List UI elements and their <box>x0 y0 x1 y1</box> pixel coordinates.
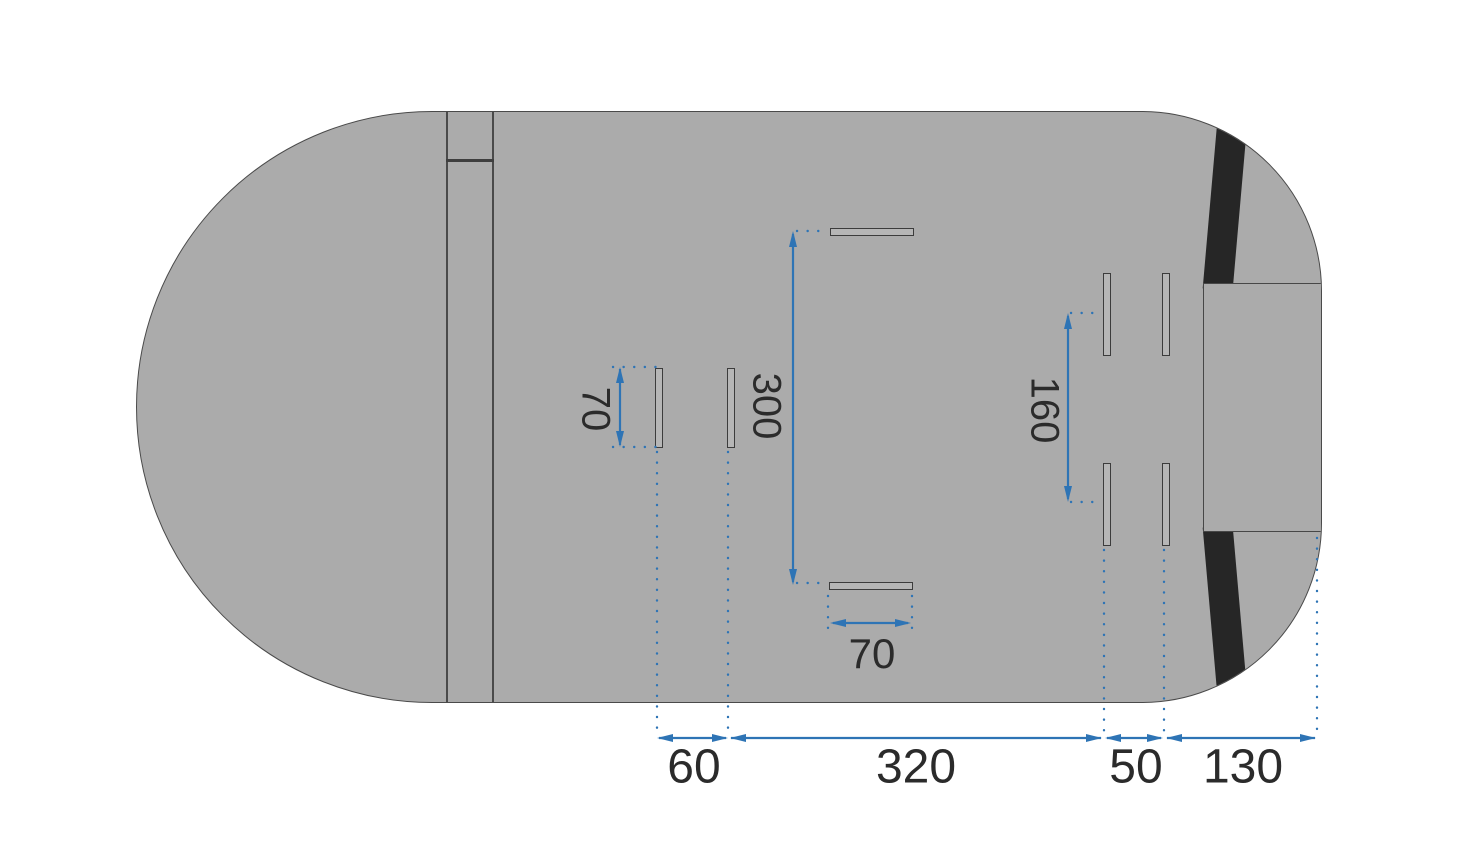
slot-right-bottom-1 <box>1103 463 1111 546</box>
black-stripe-bottom <box>1202 525 1250 702</box>
mounting-pad-rect <box>1203 283 1321 532</box>
slot-right-bottom-2 <box>1162 463 1170 546</box>
board-outline <box>136 111 1322 703</box>
dim-label-bottom-slot-length: 70 <box>848 630 896 677</box>
dim-label-right-pair-gap: 50 <box>1109 740 1163 794</box>
dim-label-right-slots-spacing: 160 <box>1022 376 1067 444</box>
dim-label-right-pair-to-edge: 130 <box>1202 740 1284 794</box>
dim-label-left-pair-gap: 60 <box>667 740 721 794</box>
dim-label-left-to-right-span: 320 <box>875 740 957 794</box>
slot-right-top-1 <box>1103 273 1111 356</box>
strip-line-left <box>446 112 448 702</box>
slot-left-1 <box>655 368 663 448</box>
slot-left-2 <box>727 368 735 448</box>
dim-label-left-slot-height: 70 <box>573 386 618 432</box>
slot-top-horizontal <box>830 228 914 236</box>
strip-notch-line <box>446 159 494 162</box>
strip-line-right <box>492 112 494 702</box>
black-stripe-top <box>1202 112 1250 291</box>
slot-bottom-horizontal <box>829 582 913 590</box>
slot-right-top-2 <box>1162 273 1170 356</box>
dim-label-center-slots-spacing: 300 <box>744 372 789 440</box>
